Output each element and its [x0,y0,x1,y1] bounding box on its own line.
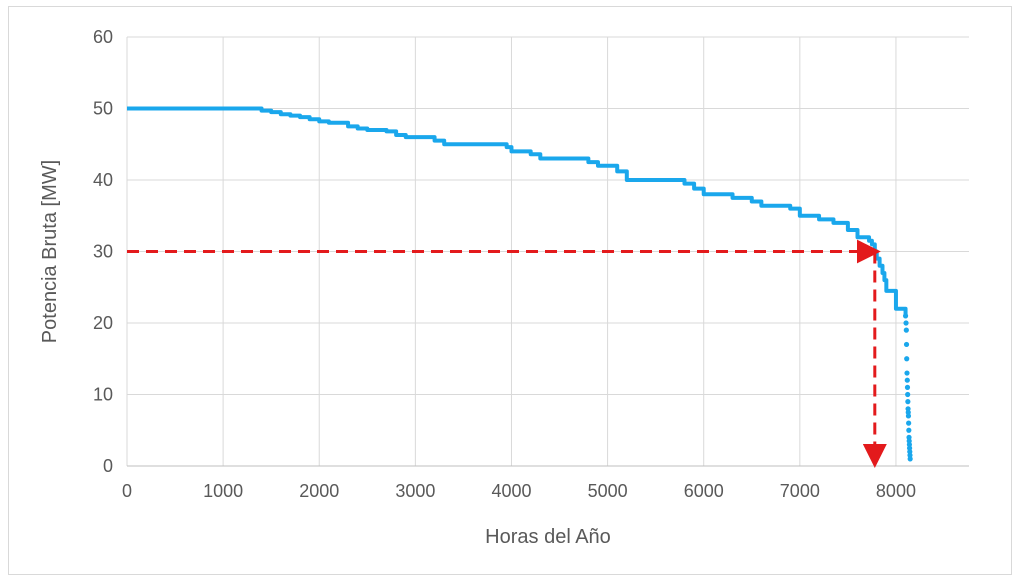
y-tick-label: 60 [93,27,113,47]
x-tick-label: 5000 [588,481,628,501]
x-axis-title: Horas del Año [485,526,611,548]
x-tick-label: 8000 [876,481,916,501]
x-tick-label: 2000 [299,481,339,501]
axes: 0 10 20 30 40 50 60 0 1000 2000 3000 4000 5000 6000 70… [93,27,969,501]
y-tick-label: 50 [93,99,113,119]
data-point [907,456,913,462]
data-point [903,320,909,326]
data-point [905,413,912,419]
y-tick-label: 30 [93,242,113,262]
series-line [127,106,908,316]
x-tick-label: 4000 [491,481,531,501]
data-point [902,313,909,319]
annotations [127,239,887,468]
y-tick-label: 20 [93,313,113,333]
y-axis-title: Potencia Bruta [MW] [39,160,61,343]
chart-frame: 0 10 20 30 40 50 60 0 1000 2000 3000 4000 5000 6000 70… [8,6,1012,575]
y-tick-label: 10 [93,385,113,405]
duration-curve-chart: 0 10 20 30 40 50 60 0 1000 2000 3000 4000 5000 6000 70… [39,27,969,548]
data-point [903,327,909,333]
data-point [904,377,910,383]
data-point [903,341,910,348]
y-tick-label: 40 [93,170,113,190]
x-tick-label: 0 [122,481,132,501]
data-point [904,356,910,362]
data-point [905,399,911,405]
x-tick-label: 1000 [203,481,243,501]
series-layer [127,106,913,462]
x-tick-label: 6000 [684,481,724,501]
y-tick-label: 0 [103,456,113,476]
data-point [906,427,912,433]
data-point [905,391,911,398]
data-point [906,420,912,426]
data-point [904,370,910,376]
x-tick-label: 3000 [395,481,435,501]
x-tick-label: 7000 [780,481,820,501]
data-point [904,384,911,390]
